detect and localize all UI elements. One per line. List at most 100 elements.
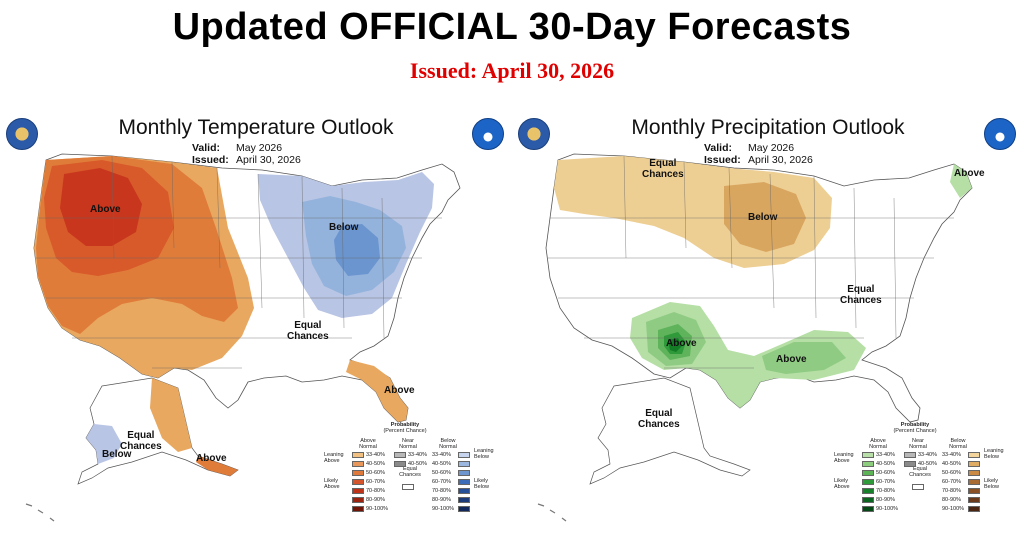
legend-above-range: 70-80% (876, 488, 895, 494)
temperature-title: Monthly Temperature Outlook (118, 116, 394, 139)
legend-above-range: 40-50% (366, 461, 385, 467)
legend-above-range: 33-40% (366, 452, 385, 458)
legend-above-range: 70-80% (366, 488, 385, 494)
label-above-tx: Above (666, 338, 697, 349)
legend-above-swatch (352, 452, 364, 458)
legend-above-range: 80-90% (366, 497, 385, 503)
temperature-map (25, 153, 461, 522)
precipitation-valid: Valid: May 2026 (704, 142, 795, 154)
legend-above-swatch (862, 461, 874, 467)
legend-near-swatch (904, 461, 916, 467)
label-above-ak: Above (196, 453, 227, 464)
precipitation-issued: Issued: April 30, 2026 (704, 154, 813, 166)
precipitation-title: Monthly Precipitation Outlook (631, 116, 905, 139)
label-equal-ak: Equal Chances (638, 408, 680, 430)
alaska-above-area (150, 378, 192, 452)
temperature-outlook-panel: Monthly Temperature Outlook Valid: May 20… (2, 108, 510, 548)
legend-above-range: 60-70% (876, 479, 895, 485)
legend-below-range: 80-90% (432, 497, 451, 503)
label-equal-east: Equal Chances (287, 320, 329, 342)
legend-below-range: 50-60% (432, 470, 451, 476)
legend-below-swatch (968, 488, 980, 494)
hawaii-islands (25, 503, 55, 522)
legend-equal-swatch (402, 484, 414, 490)
legend-above-swatch (352, 461, 364, 467)
temp-below-50-area (334, 224, 380, 276)
legend-near-range: 33-40% (408, 452, 427, 458)
legend-below-swatch (458, 479, 470, 485)
doc-seal-icon (518, 118, 550, 150)
precipitation-outlook-panel: Monthly Precipitation Outlook Valid: May … (514, 108, 1022, 548)
legend-above-swatch (352, 470, 364, 476)
legend-near-range: 40-50% (408, 461, 427, 467)
legend-above-range: 80-90% (876, 497, 895, 503)
legend-below-range: 90-100% (432, 506, 455, 512)
legend-below-range: 70-80% (432, 488, 451, 494)
legend-above-range: 90-100% (366, 506, 389, 512)
legend-below-swatch (458, 506, 470, 512)
state-lines (548, 155, 954, 369)
label-above-fl: Above (384, 385, 415, 396)
legend-above-swatch (862, 497, 874, 503)
legend-above-swatch (352, 506, 364, 512)
legend-equal-swatch (912, 484, 924, 490)
legend-below-swatch (458, 452, 470, 458)
legend-below-swatch (968, 461, 980, 467)
temperature-legend: Probability (Percent Chance) Above Norma… (324, 422, 494, 512)
legend-near-range: 33-40% (918, 452, 937, 458)
legend-above-range: 33-40% (876, 452, 895, 458)
legend-above-swatch (862, 506, 874, 512)
legend-above-range: 40-50% (876, 461, 895, 467)
temp-above-60-area (60, 168, 142, 246)
legend-below-swatch (968, 452, 980, 458)
precip-above-40b-area (762, 342, 846, 374)
legend-near-swatch (904, 452, 916, 458)
precip-above-ne-area (950, 164, 972, 198)
alaska-outline (589, 377, 751, 485)
legend-above-swatch (862, 488, 874, 494)
precip-below-40-area (724, 182, 806, 252)
noaa-logo-icon (472, 118, 504, 150)
legend-below-swatch (458, 497, 470, 503)
alaska-below-area (86, 424, 122, 464)
legend-below-swatch (968, 497, 980, 503)
legend-below-swatch (968, 479, 980, 485)
state-lines (36, 155, 442, 369)
label-equal-ak: Equal Chances (120, 430, 162, 452)
legend-below-swatch (968, 506, 980, 512)
legend-above-swatch (862, 479, 874, 485)
legend-below-range: 80-90% (942, 497, 961, 503)
legend-above-range: 50-60% (366, 470, 385, 476)
legend-above-range: 90-100% (876, 506, 899, 512)
legend-above-range: 60-70% (366, 479, 385, 485)
label-below-mw: Below (748, 212, 778, 223)
doc-seal-icon (6, 118, 38, 150)
label-equal-nw: Equal Chances (642, 158, 684, 180)
legend-above-swatch (862, 470, 874, 476)
precipitation-legend: Probability (Percent Chance) Above Norma… (834, 422, 1004, 512)
legend-below-range: 33-40% (942, 452, 961, 458)
hawaii-islands (537, 503, 567, 522)
legend-below-range: 60-70% (432, 479, 451, 485)
precipitation-map (537, 153, 973, 522)
legend-near-swatch (394, 452, 406, 458)
legend-above-swatch (352, 479, 364, 485)
page-title: Updated OFFICIAL 30-Day Forecasts (172, 6, 852, 48)
legend-below-swatch (458, 470, 470, 476)
legend-below-swatch (458, 461, 470, 467)
legend-below-range: 70-80% (942, 488, 961, 494)
label-above-west: Above (90, 204, 121, 215)
legend-near-swatch (394, 461, 406, 467)
legend-above-swatch (352, 488, 364, 494)
label-equal-east: Equal Chances (840, 284, 882, 306)
legend-below-range: 50-60% (942, 470, 961, 476)
label-above-gulf: Above (776, 354, 807, 365)
legend-above-swatch (862, 452, 874, 458)
legend-below-swatch (458, 488, 470, 494)
label-below-ne: Below (329, 222, 359, 233)
legend-below-range: 33-40% (432, 452, 451, 458)
legend-above-range: 50-60% (876, 470, 895, 476)
label-below-ak: Below (102, 449, 132, 460)
alaska-above-se-area (196, 456, 238, 476)
issued-date: Issued: April 30, 2026 (409, 58, 615, 83)
